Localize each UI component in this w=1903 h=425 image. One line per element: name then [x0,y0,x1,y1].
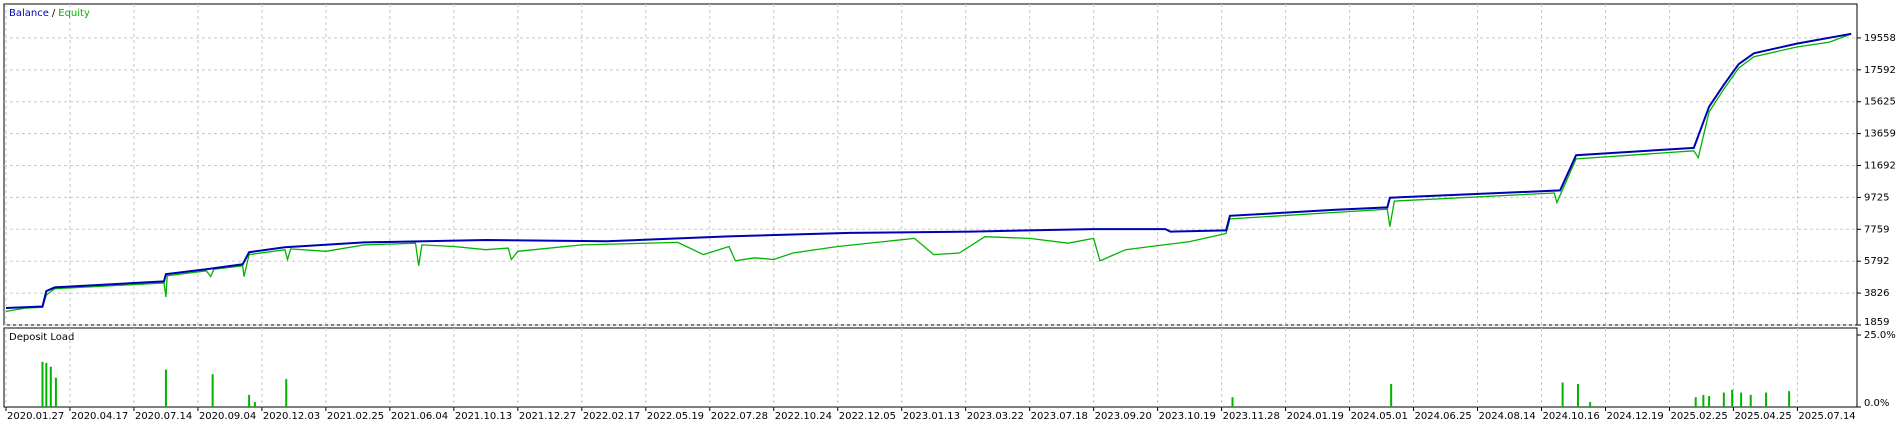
x-tick-label: 2023.03.22 [967,411,1024,422]
x-tick-label: 2020.07.14 [135,411,192,422]
y-tick-label: 13659 [1864,129,1896,140]
panel-title: Deposit Load [9,332,74,343]
x-tick-label: 2024.06.25 [1415,411,1472,422]
y-tick-label: 0.0% [1864,398,1889,409]
x-tick-label: 2021.10.13 [455,411,512,422]
bar [1765,392,1768,407]
x-tick-label: 2023.07.18 [1031,411,1088,422]
bar [1708,396,1711,407]
bar [41,361,44,407]
legend: Balance / Equity [9,8,90,19]
bar [253,402,256,407]
bar [1576,383,1579,407]
x-tick-label: 2025.04.25 [1734,411,1791,422]
bar [1788,391,1791,407]
y-tick-label: 9725 [1864,192,1889,203]
x-tick-label: 2023.11.28 [1223,411,1280,422]
bar [1749,394,1752,407]
x-tick-label: 2022.05.19 [647,411,704,422]
x-tick-label: 2021.06.04 [391,411,448,422]
y-tick-label: 15625 [1864,97,1896,108]
series-line [5,33,1852,313]
x-tick-label: 2022.12.05 [839,411,896,422]
legend-entry: Equity [58,8,90,19]
bar [1561,382,1564,407]
y-tick-label: 1859 [1864,317,1889,328]
x-tick-label: 2025.07.14 [1798,411,1855,422]
bar [1589,402,1592,407]
bar [285,379,288,407]
bar [211,374,214,407]
y-tick-label: 19558 [1864,33,1896,44]
x-tick-label: 2025.02.25 [1670,411,1727,422]
y-tick-label: 17592 [1864,65,1896,76]
equity-panel [3,3,1858,326]
bar [248,394,251,407]
x-tick-label: 2023.01.13 [903,411,960,422]
x-tick-label: 2023.10.19 [1159,411,1216,422]
x-tick-label: 2022.07.28 [711,411,768,422]
deposit-panel [3,327,1858,408]
x-tick-label: 2023.09.20 [1095,411,1152,422]
bar [1231,397,1234,407]
x-tick-label: 2021.02.25 [327,411,384,422]
bar [49,366,52,407]
y-tick-label: 25.0% [1864,330,1896,341]
y-tick-label: 11692 [1864,161,1896,172]
x-tick-label: 2020.04.17 [71,411,128,422]
y-tick-label: 7759 [1864,224,1889,235]
x-tick-label: 2020.12.03 [263,411,320,422]
x-tick-label: 2024.12.19 [1606,411,1663,422]
bar [1740,392,1743,407]
x-tick-label: 2024.05.01 [1351,411,1408,422]
x-tick-label: 2022.10.24 [775,411,832,422]
bar [1390,383,1393,407]
x-tick-label: 2024.01.19 [1287,411,1344,422]
series-line [5,32,1852,309]
bar [45,362,48,407]
x-tick-label: 2022.02.17 [583,411,640,422]
legend-separator: / [52,8,56,19]
x-tick-label: 2020.09.04 [199,411,256,422]
bar [1694,397,1697,407]
x-tick-label: 2021.12.27 [519,411,576,422]
bar [1722,392,1725,407]
bar [1702,394,1705,407]
x-tick-label: 2024.08.14 [1479,411,1536,422]
legend-entry: Balance [9,8,49,19]
x-tick-label: 2024.10.16 [1543,411,1600,422]
bar [54,377,57,407]
y-tick-label: 5792 [1864,256,1889,267]
x-tick-label: 2020.01.27 [7,411,64,422]
y-tick-label: 3826 [1864,288,1889,299]
bar [164,369,167,407]
bar [1731,389,1734,407]
